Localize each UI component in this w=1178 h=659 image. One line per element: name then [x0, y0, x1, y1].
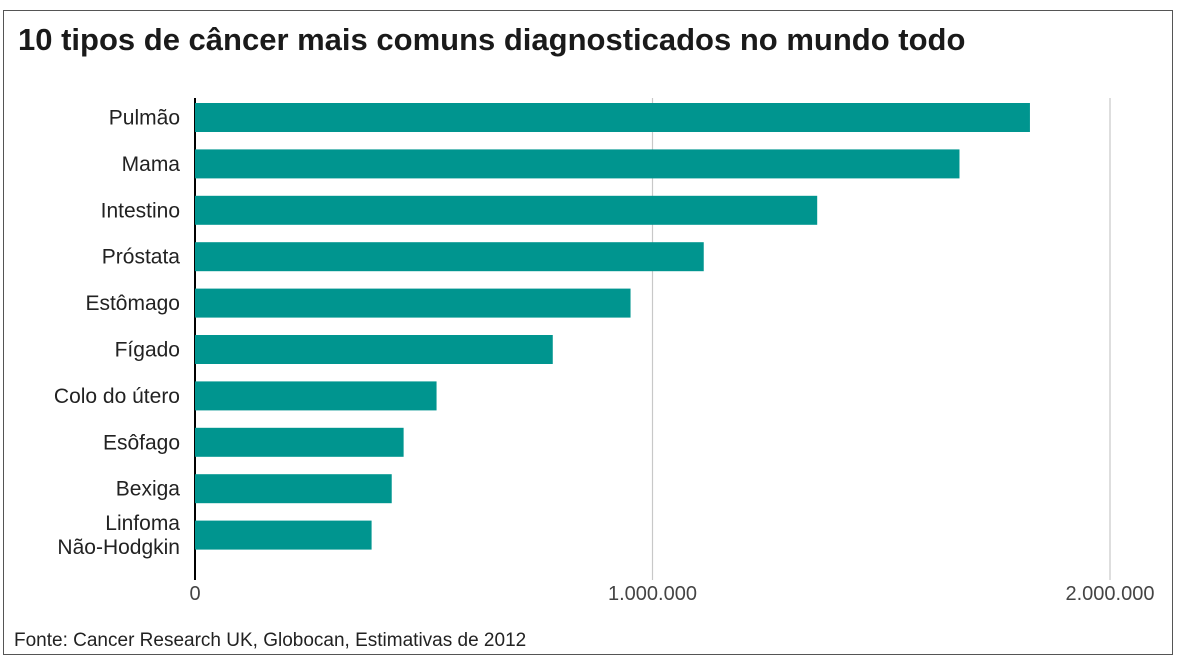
category-label: Próstata [102, 246, 181, 269]
bar [195, 149, 960, 179]
category-label: Fígado [115, 339, 180, 362]
x-tick-label: 2.000.000 [1066, 583, 1155, 605]
category-label: Pulmão [109, 107, 180, 130]
bar [195, 427, 404, 457]
bar [195, 103, 1030, 132]
category-label: Intestino [101, 199, 180, 222]
bar-layer [195, 103, 1030, 550]
bar [195, 242, 704, 272]
x-tick-label: 0 [189, 583, 200, 605]
label-layer: Pulmão Mama Intestino Próstata Estômago Fígad… [54, 107, 180, 560]
category-label: Estômago [85, 292, 180, 315]
x-tick-label: 1.000.000 [608, 583, 697, 605]
bar [195, 335, 553, 364]
bar [195, 474, 392, 504]
tick-layer: 0 1.000.000 2.000.000 [189, 583, 1154, 605]
category-label: Esôfago [103, 431, 180, 454]
chart-source: Fonte: Cancer Research UK, Globocan, Est… [14, 630, 527, 651]
bar [195, 195, 818, 225]
bar [195, 520, 372, 550]
category-label: Mama [122, 153, 181, 176]
category-label: Linfoma Não-Hodgkin [57, 512, 180, 559]
bar [195, 288, 631, 318]
bar [195, 381, 437, 411]
category-label: Bexiga [116, 478, 181, 501]
chart-title: 10 tipos de câncer mais comuns diagnosti… [18, 22, 966, 57]
category-label: Colo do útero [54, 385, 180, 408]
